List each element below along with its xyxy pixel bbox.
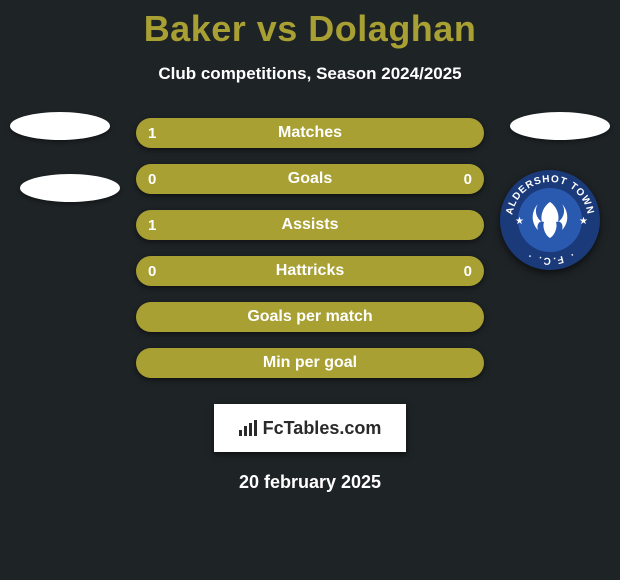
stat-row-min-per-goal: Min per goal bbox=[136, 348, 484, 378]
stat-label: Min per goal bbox=[263, 354, 357, 372]
player-left-badge-placeholder bbox=[10, 112, 110, 172]
oval-icon bbox=[510, 112, 610, 140]
oval-icon bbox=[10, 112, 110, 140]
stat-label: Goals bbox=[288, 170, 332, 188]
stat-label: Matches bbox=[278, 124, 342, 142]
page-title: Baker vs Dolaghan bbox=[144, 8, 477, 50]
fctables-link[interactable]: FcTables.com bbox=[214, 404, 406, 452]
stat-row-assists: 1 Assists bbox=[136, 210, 484, 240]
date-text: 20 february 2025 bbox=[239, 472, 381, 493]
stat-left-value: 1 bbox=[148, 125, 168, 142]
svg-text:· F.C. ·: · F.C. · bbox=[524, 249, 576, 267]
stat-left-value: 0 bbox=[148, 171, 168, 188]
stat-label: Goals per match bbox=[247, 308, 372, 326]
stat-left-value: 0 bbox=[148, 263, 168, 280]
svg-text:★: ★ bbox=[579, 216, 588, 227]
stat-row-goals: 0 Goals 0 bbox=[136, 164, 484, 194]
stat-right-value: 0 bbox=[452, 171, 472, 188]
badge-ring-text: ALDERSHOT TOWN · F.C. · ★ ★ bbox=[500, 170, 600, 270]
stat-right-value: 0 bbox=[452, 263, 472, 280]
stat-label: Assists bbox=[282, 216, 339, 234]
svg-text:ALDERSHOT TOWN: ALDERSHOT TOWN bbox=[504, 174, 595, 216]
stat-left-value: 1 bbox=[148, 217, 168, 234]
stat-row-goals-per-match: Goals per match bbox=[136, 302, 484, 332]
svg-text:★: ★ bbox=[515, 216, 524, 227]
stat-row-matches: 1 Matches bbox=[136, 118, 484, 148]
club-badge-aldershot: ALDERSHOT TOWN · F.C. · ★ ★ bbox=[500, 170, 600, 270]
comparison-card: Baker vs Dolaghan Club competitions, Sea… bbox=[0, 0, 620, 580]
player-left-badge-placeholder-2 bbox=[20, 174, 120, 202]
badge-ring: ALDERSHOT TOWN · F.C. · ★ ★ bbox=[500, 170, 600, 270]
player-right-badge-placeholder bbox=[510, 112, 610, 172]
subtitle: Club competitions, Season 2024/2025 bbox=[158, 64, 461, 84]
bar-chart-icon bbox=[239, 420, 259, 436]
fctables-label: FcTables.com bbox=[263, 418, 382, 439]
stat-row-hattricks: 0 Hattricks 0 bbox=[136, 256, 484, 286]
stat-label: Hattricks bbox=[276, 262, 344, 280]
